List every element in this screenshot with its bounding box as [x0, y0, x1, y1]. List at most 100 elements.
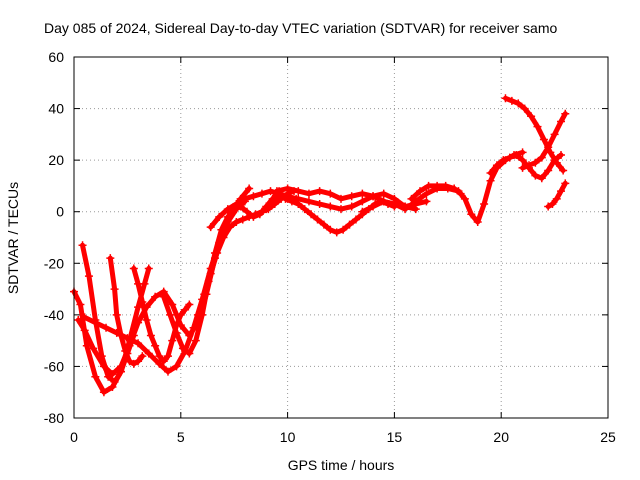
axis-ticks: 0 5 10 15 20 25 -80 -60 -40 -20 0 20 40 60 — [44, 49, 616, 445]
data-point — [456, 189, 465, 198]
data-point — [181, 305, 190, 314]
data-point — [138, 352, 147, 361]
data-point — [240, 194, 249, 203]
data-point — [159, 357, 168, 366]
data-point — [527, 112, 536, 121]
data-series — [70, 94, 570, 397]
data-point — [80, 313, 89, 322]
data-point — [243, 207, 252, 216]
data-point — [91, 318, 100, 327]
data-point — [450, 184, 459, 193]
data-point — [326, 189, 335, 198]
data-point — [339, 225, 348, 234]
data-point — [185, 300, 194, 309]
data-point — [129, 359, 138, 368]
data-point — [550, 130, 559, 139]
data-point — [99, 362, 108, 371]
data-point — [200, 290, 209, 299]
data-point — [379, 189, 388, 198]
data-point — [125, 357, 134, 366]
data-point — [369, 202, 378, 211]
data-point — [144, 264, 153, 273]
data-point — [172, 328, 181, 337]
data-point — [91, 372, 100, 381]
data-point — [151, 341, 160, 350]
data-point — [557, 117, 566, 126]
data-point — [347, 192, 356, 201]
data-point — [512, 150, 521, 159]
data-point — [178, 344, 187, 353]
x-tick-label: 20 — [493, 429, 509, 445]
series-arc-12 — [283, 189, 420, 214]
data-point — [537, 174, 546, 183]
data-point — [138, 297, 147, 306]
y-tick-label: 60 — [48, 49, 64, 65]
data-point — [219, 233, 228, 242]
data-point — [245, 212, 254, 221]
data-point — [257, 207, 266, 216]
data-point — [326, 225, 335, 234]
data-point — [104, 372, 113, 381]
data-point — [159, 292, 168, 301]
data-point — [544, 202, 553, 211]
data-point — [76, 300, 85, 309]
data-point — [283, 194, 292, 203]
y-tick-label: 40 — [48, 101, 64, 117]
data-point — [486, 176, 495, 185]
x-tick-label: 5 — [177, 429, 185, 445]
data-point — [514, 99, 523, 108]
data-point — [347, 202, 356, 211]
data-point — [480, 199, 489, 208]
y-tick-label: -20 — [44, 255, 64, 271]
data-point — [108, 370, 117, 379]
data-point — [134, 279, 143, 288]
data-point — [262, 205, 271, 214]
data-point — [561, 179, 570, 188]
series-line — [503, 95, 566, 173]
data-point — [467, 210, 476, 219]
data-point — [315, 199, 324, 208]
data-point — [110, 285, 119, 294]
data-point — [407, 194, 416, 203]
series-arc-6 — [129, 264, 194, 366]
data-point — [146, 331, 155, 340]
data-point — [283, 184, 292, 193]
data-point — [559, 166, 568, 175]
data-point — [89, 344, 98, 353]
y-tick-label: 20 — [48, 152, 64, 168]
data-point — [151, 292, 160, 301]
data-point — [531, 158, 540, 167]
data-point — [518, 156, 527, 165]
data-point — [142, 316, 151, 325]
data-point — [206, 223, 215, 232]
data-point — [313, 215, 322, 224]
data-point — [460, 194, 469, 203]
x-tick-label: 10 — [280, 429, 296, 445]
data-point — [332, 228, 341, 237]
data-point — [74, 316, 83, 325]
data-point — [155, 352, 164, 361]
data-point — [193, 310, 202, 319]
data-point — [507, 96, 516, 105]
series-arc-14 — [407, 181, 465, 203]
data-point — [134, 339, 143, 348]
data-point — [155, 359, 164, 368]
data-point — [537, 153, 546, 162]
data-point — [518, 163, 527, 172]
data-point — [531, 171, 540, 180]
data-point — [492, 161, 501, 170]
data-point — [539, 135, 548, 144]
data-point — [544, 143, 553, 152]
data-point — [163, 352, 172, 361]
data-point — [390, 199, 399, 208]
data-point — [307, 210, 316, 219]
data-point — [108, 383, 117, 392]
data-point — [168, 336, 177, 345]
data-point — [548, 199, 557, 208]
data-point — [232, 218, 241, 227]
data-point — [223, 212, 232, 221]
x-tick-label: 25 — [600, 429, 616, 445]
data-point — [102, 323, 111, 332]
